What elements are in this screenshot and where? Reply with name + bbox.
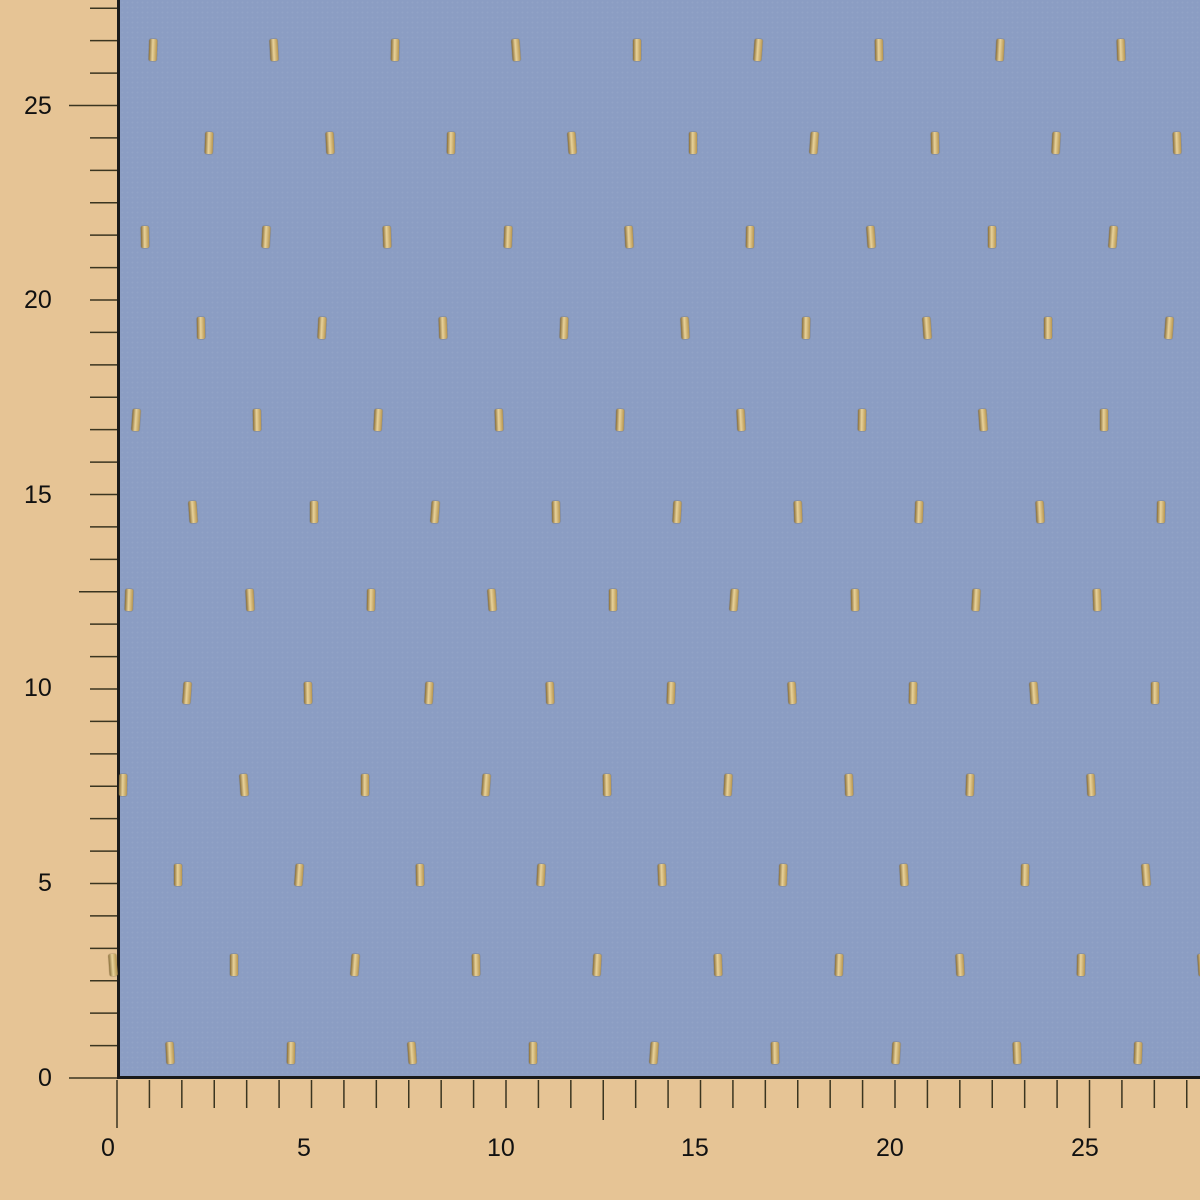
gold-motif	[1151, 682, 1159, 704]
gold-motif	[988, 226, 996, 248]
y-label: 20	[24, 286, 52, 314]
y-label: 5	[38, 869, 52, 897]
gold-motif	[1044, 317, 1052, 339]
y-label: 0	[38, 1064, 52, 1092]
x-label: 20	[876, 1134, 904, 1162]
x-label: 15	[681, 1134, 709, 1162]
gold-motif	[230, 954, 238, 976]
x-label: 0	[101, 1134, 115, 1162]
gold-motif	[633, 39, 641, 61]
gold-motif	[361, 774, 369, 796]
x-label: 10	[487, 1134, 515, 1162]
fabric-swatch	[108, 0, 1200, 1079]
gold-motif	[310, 501, 318, 523]
gold-motif	[529, 1042, 537, 1064]
gold-motif	[609, 589, 617, 611]
gold-motif	[689, 132, 697, 154]
gold-motif	[174, 864, 182, 886]
y-label: 25	[24, 92, 52, 120]
gold-motif	[1100, 409, 1108, 431]
x-label: 5	[297, 1134, 311, 1162]
y-label: 10	[24, 674, 52, 702]
y-label: 15	[24, 481, 52, 509]
x-label: 25	[1071, 1134, 1099, 1162]
